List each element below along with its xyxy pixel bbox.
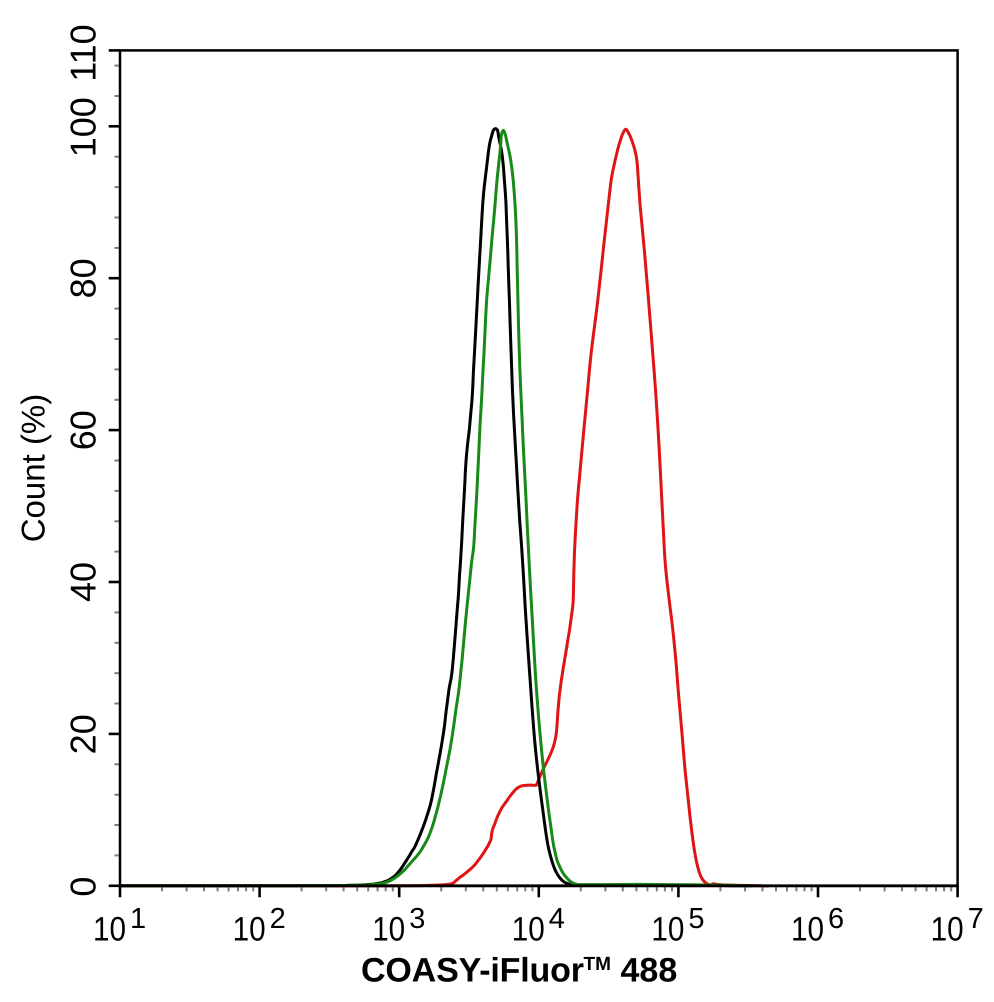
svg-text:100: 100 bbox=[63, 97, 104, 157]
svg-text:6: 6 bbox=[828, 903, 844, 935]
svg-text:10: 10 bbox=[233, 911, 266, 949]
svg-text:TM: TM bbox=[584, 954, 611, 975]
svg-text:10: 10 bbox=[372, 911, 405, 949]
svg-text:3: 3 bbox=[409, 903, 425, 935]
svg-text:10: 10 bbox=[791, 911, 824, 949]
svg-text:10: 10 bbox=[651, 911, 684, 949]
svg-text:40: 40 bbox=[63, 562, 104, 602]
svg-text:60: 60 bbox=[63, 410, 104, 450]
svg-text:4: 4 bbox=[549, 903, 565, 935]
svg-text:80: 80 bbox=[63, 258, 104, 298]
svg-text:110: 110 bbox=[63, 24, 104, 81]
svg-text:2: 2 bbox=[270, 903, 286, 935]
svg-text:COASY-iFluor: COASY-iFluor bbox=[361, 952, 584, 990]
svg-text:10: 10 bbox=[93, 911, 126, 949]
svg-text:20: 20 bbox=[63, 714, 104, 754]
svg-text:0: 0 bbox=[63, 877, 104, 897]
svg-text:10: 10 bbox=[931, 911, 964, 949]
svg-text:488: 488 bbox=[621, 952, 678, 990]
svg-text:5: 5 bbox=[688, 903, 704, 935]
svg-text:1: 1 bbox=[130, 903, 146, 935]
svg-text:Count (%): Count (%) bbox=[15, 394, 52, 543]
svg-text:7: 7 bbox=[968, 903, 984, 935]
svg-text:10: 10 bbox=[512, 911, 545, 949]
